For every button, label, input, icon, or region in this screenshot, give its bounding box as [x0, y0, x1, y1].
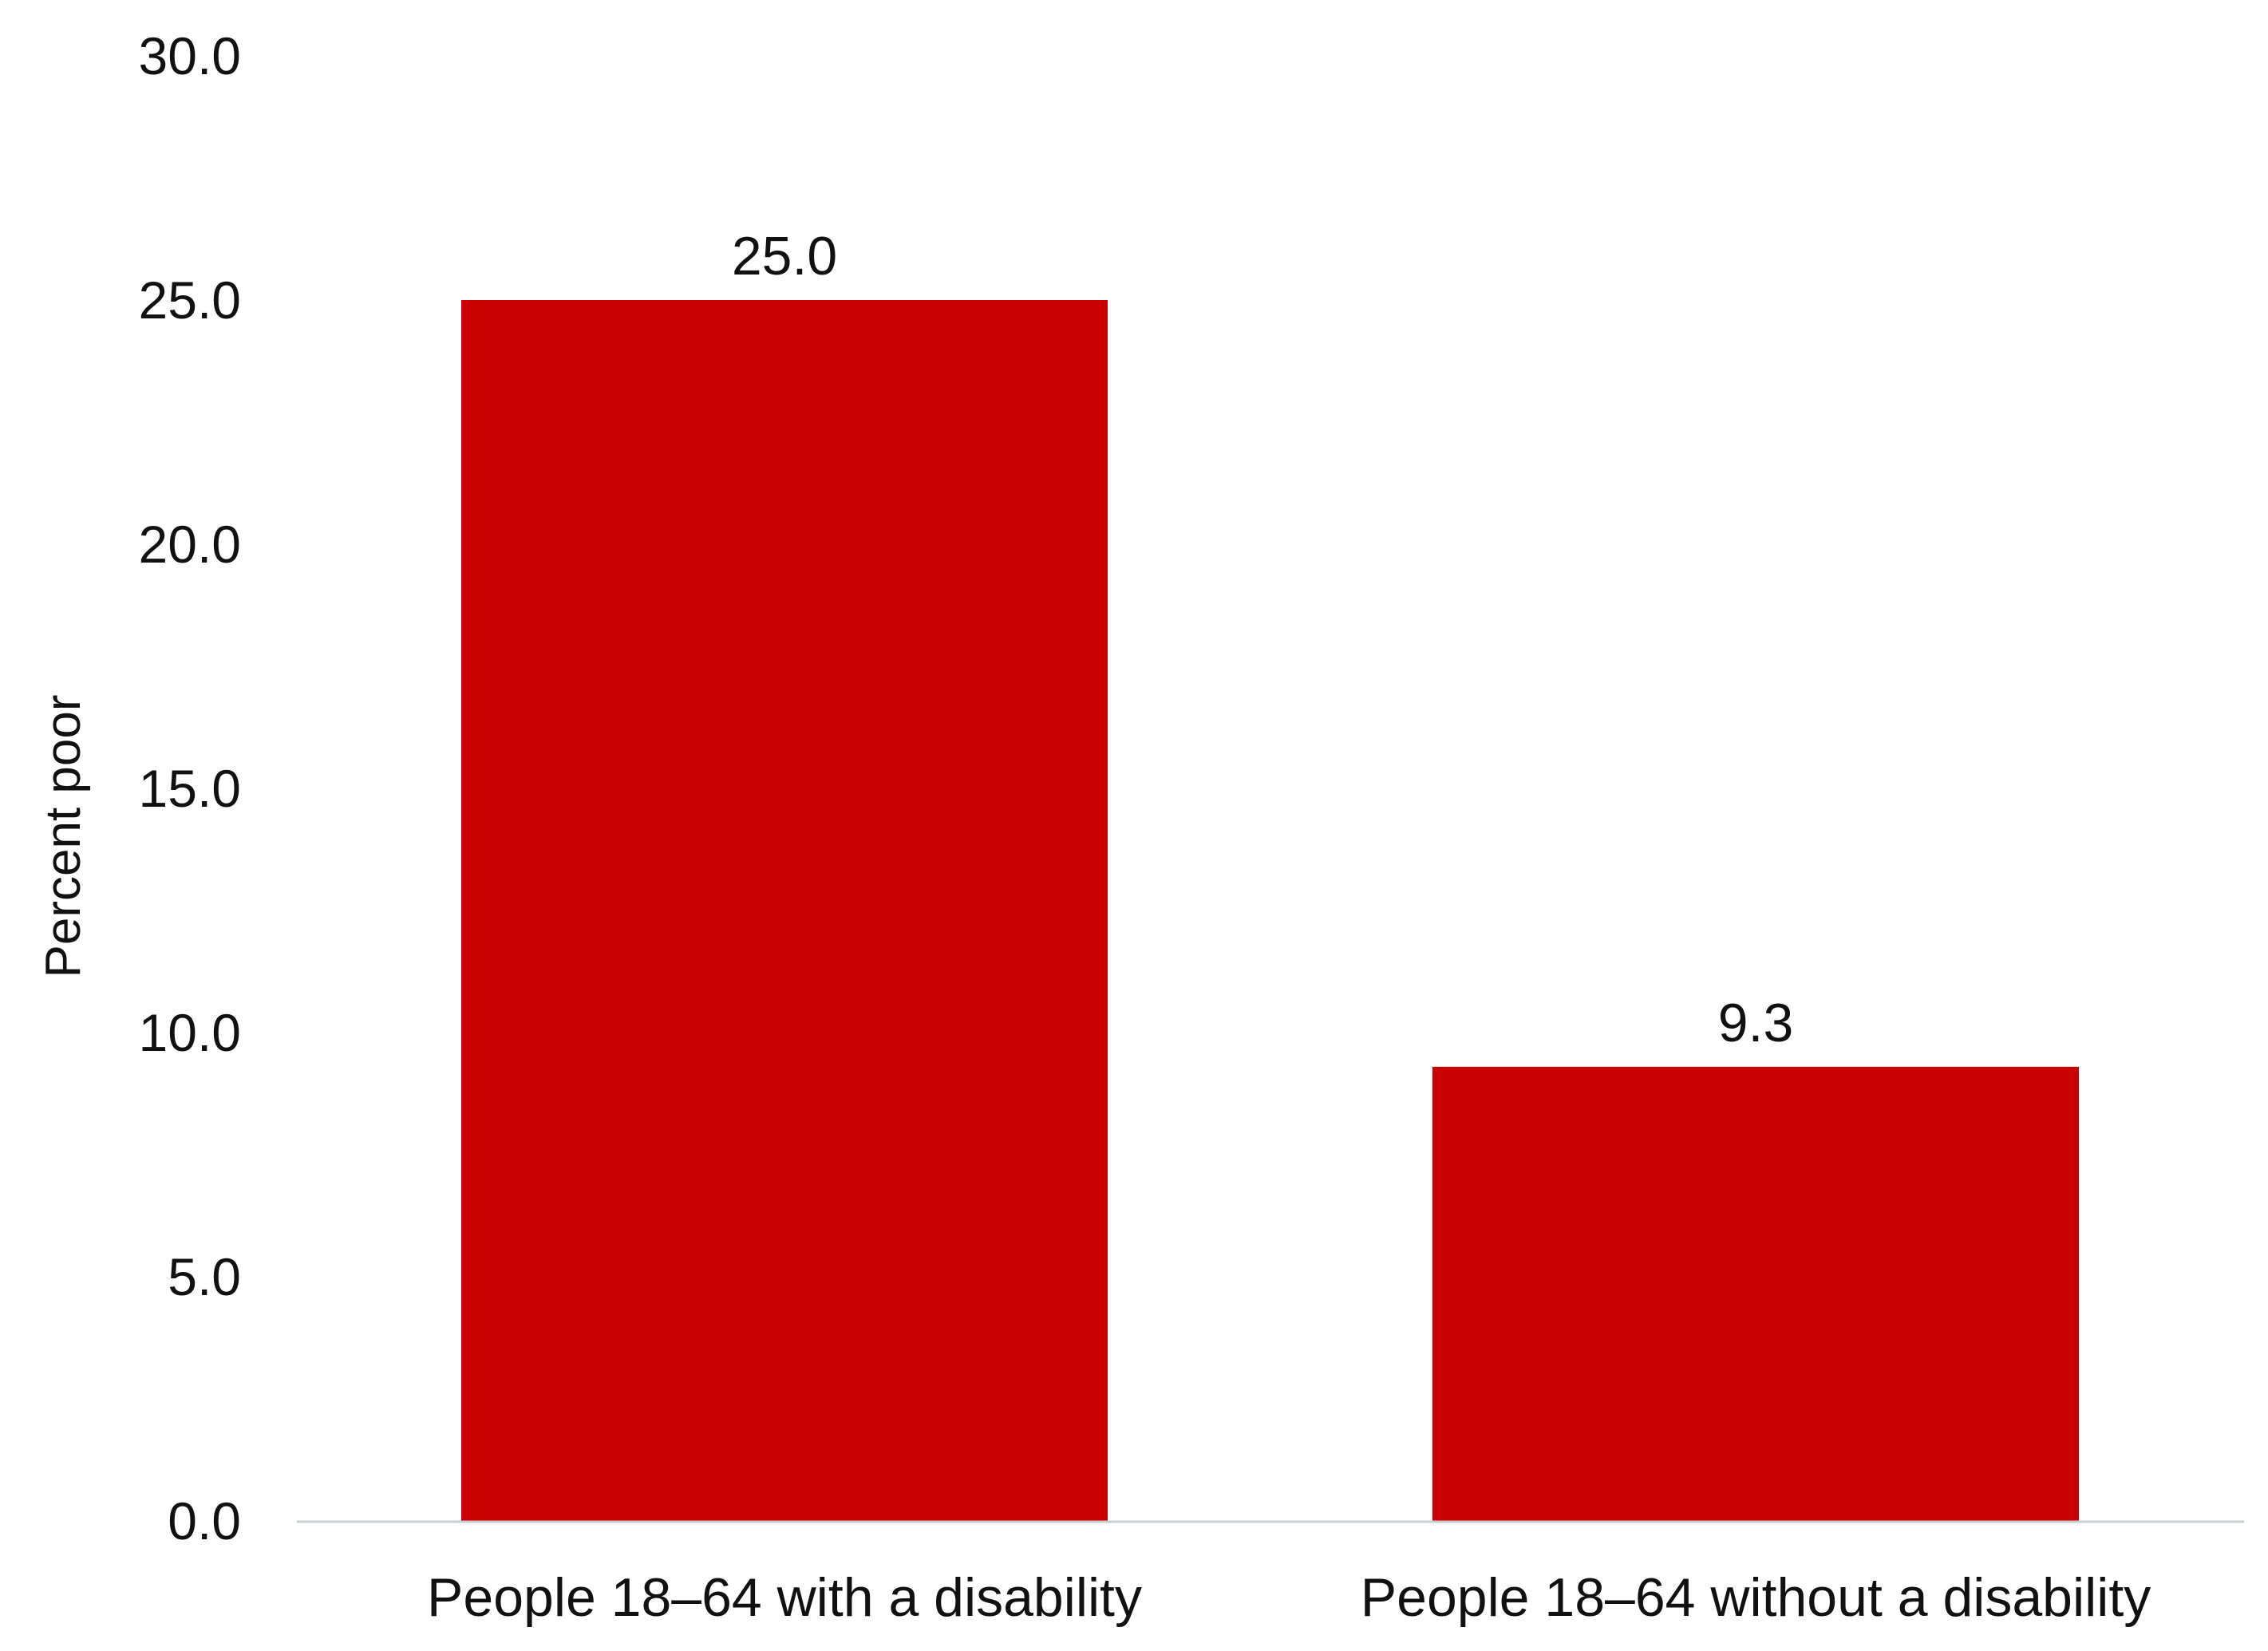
bars: [461, 300, 2079, 1521]
y-tick-label: 15.0: [139, 759, 241, 818]
y-axis-ticks: 0.0 5.0 10.0 15.0 20.0 25.0 30.0: [139, 26, 241, 1550]
y-tick-label: 30.0: [139, 26, 241, 85]
data-label: 25.0: [732, 226, 837, 286]
y-tick-label: 25.0: [139, 271, 241, 330]
y-tick-label: 0.0: [168, 1491, 241, 1550]
bar: [1432, 1066, 2079, 1521]
x-category-label: People 18–64 without a disability: [1361, 1567, 2151, 1628]
bar: [461, 300, 1108, 1521]
y-tick-label: 20.0: [139, 515, 241, 574]
y-tick-label: 5.0: [168, 1247, 241, 1306]
x-category-label: People 18–64 with a disability: [427, 1567, 1142, 1628]
y-tick-label: 10.0: [139, 1003, 241, 1062]
x-axis-category-labels: People 18–64 with a disability People 18–…: [427, 1567, 2151, 1628]
data-labels: 25.0 9.3: [732, 226, 1793, 1053]
data-label: 9.3: [1718, 993, 1794, 1053]
y-axis-title: Percent poor: [36, 695, 91, 978]
